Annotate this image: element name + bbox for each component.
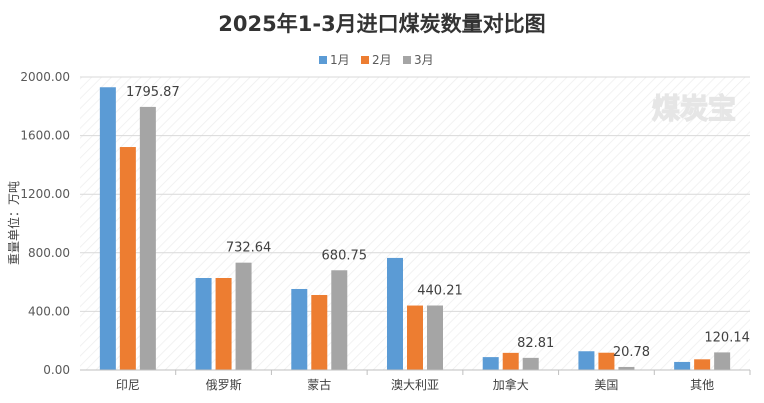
data-label: 20.78 (613, 345, 650, 360)
y-axis-ticks: 0.00 400.00 800.00 1200.00 1600.00 2000.00 (20, 70, 70, 377)
data-label: 82.81 (517, 336, 554, 351)
x-tick-label: 蒙古 (307, 377, 331, 392)
data-labels: 1795.87 732.64 680.75 440.21 82.81 20.78 120.1… (126, 85, 750, 360)
data-label: 120.14 (704, 330, 750, 345)
bar-1月-加拿大 (482, 357, 499, 370)
legend-swatch (319, 56, 327, 64)
bar-1月-印尼 (99, 87, 116, 370)
y-tick-label: 1600.00 (20, 129, 70, 143)
legend-label: 3月 (414, 53, 434, 67)
y-tick-label: 400.00 (28, 304, 70, 318)
chart-title: 2025年1-3月进口煤炭数量对比图 (218, 12, 545, 36)
data-label: 440.21 (417, 284, 463, 299)
bar-2月-美国 (598, 352, 615, 370)
legend-label: 2月 (372, 53, 392, 67)
bar-1月-蒙古 (291, 288, 308, 370)
y-tick-label: 0.00 (43, 363, 70, 377)
x-tick-label: 俄罗斯 (206, 378, 242, 392)
data-label: 1795.87 (126, 85, 180, 100)
legend-swatch (361, 56, 369, 64)
grid (80, 76, 750, 312)
bar-3月-其他 (714, 352, 731, 370)
bars (99, 87, 731, 371)
y-tick-label: 1200.00 (20, 187, 70, 201)
x-tick-label: 加拿大 (493, 377, 529, 392)
data-label: 680.75 (322, 248, 368, 263)
bar-3月-印尼 (139, 106, 156, 371)
bar-2月-加拿大 (502, 352, 519, 370)
bar-1月-澳大利亚 (387, 257, 403, 370)
y-axis-label: 重量单位：万吨 (6, 181, 21, 265)
legend-label: 1月 (330, 53, 350, 67)
bar-3月-美国 (618, 366, 635, 370)
bar-2月-俄罗斯 (215, 277, 232, 370)
x-tick-label: 美国 (594, 378, 618, 392)
bar-2月-澳大利亚 (407, 305, 423, 370)
x-axis-ticks: 印尼 俄罗斯 蒙古 澳大利亚 加拿大 美国 其他 (116, 370, 751, 392)
legend: 1月 2月 3月 (319, 53, 434, 67)
bar-3月-澳大利亚 (427, 305, 443, 370)
bar-2月-其他 (694, 359, 711, 370)
bar-1月-俄罗斯 (195, 277, 212, 370)
legend-swatch (403, 56, 411, 64)
watermark: 煤炭宝 (651, 91, 736, 125)
bar-3月-加拿大 (522, 357, 539, 370)
x-tick-label: 其他 (690, 378, 714, 392)
bar-3月-俄罗斯 (235, 262, 252, 370)
bar-2月-印尼 (119, 147, 136, 370)
y-tick-label: 2000.00 (20, 70, 70, 84)
y-tick-label: 800.00 (28, 246, 70, 260)
x-tick-label: 澳大利亚 (391, 378, 439, 392)
bar-2月-蒙古 (311, 294, 328, 370)
x-tick-label: 印尼 (116, 378, 140, 392)
data-label: 732.64 (226, 241, 272, 256)
bar-1月-其他 (674, 361, 691, 370)
watermark-text: 煤炭宝 (652, 92, 736, 125)
bar-1月-美国 (578, 351, 595, 370)
bar-3月-蒙古 (331, 270, 348, 370)
